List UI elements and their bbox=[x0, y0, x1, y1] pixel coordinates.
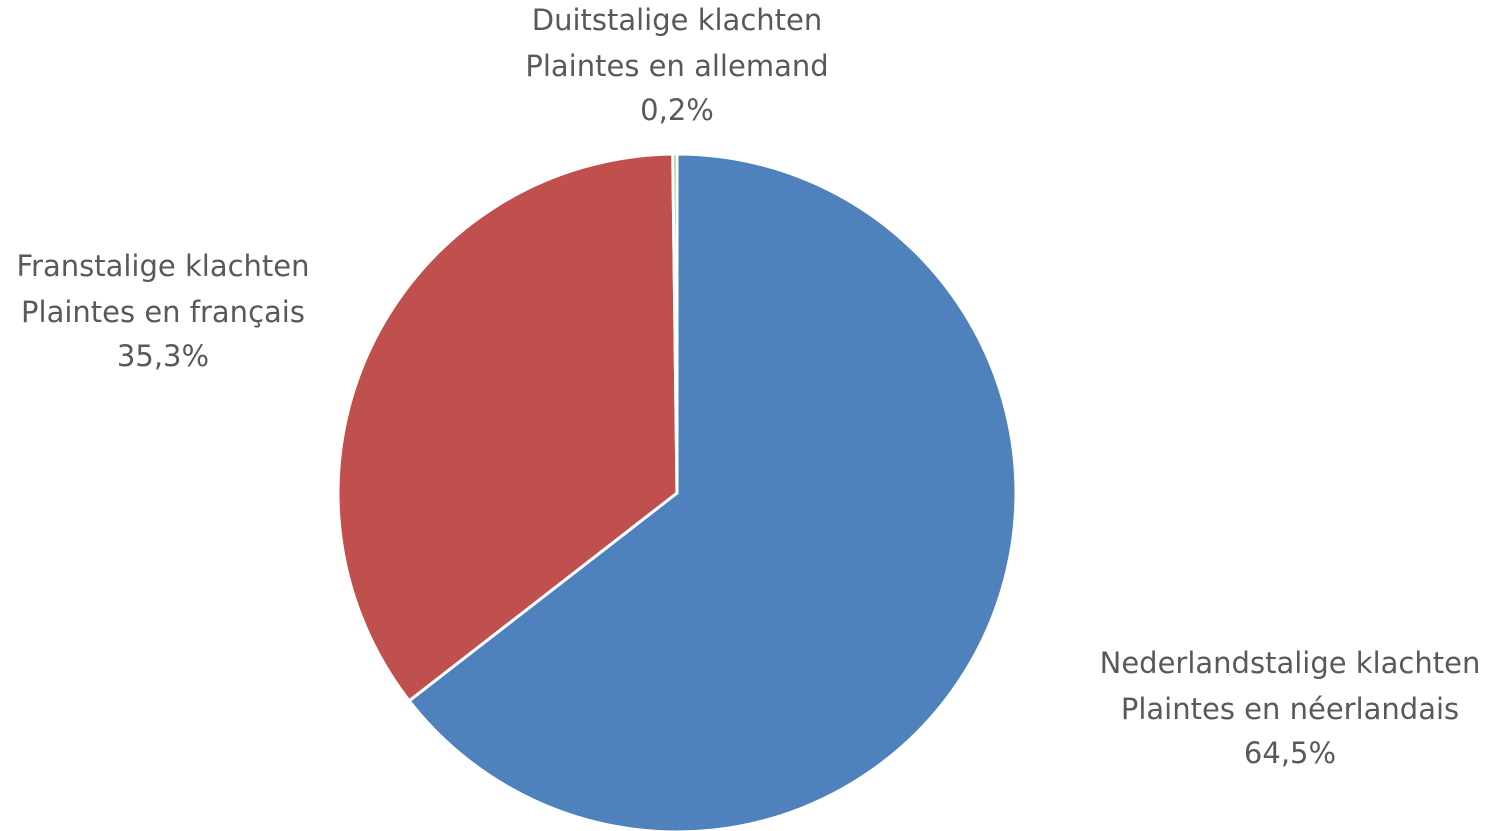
slice-label: Plaintes en néerlandais bbox=[1121, 692, 1459, 726]
slice-label: Nederlandstalige klachten bbox=[1100, 646, 1481, 680]
pie-slice bbox=[407, 152, 1018, 831]
pie-slice bbox=[336, 152, 679, 703]
value-label: 35,3% bbox=[117, 339, 209, 373]
value-label: 64,5% bbox=[1244, 736, 1336, 770]
value-label: 0,2% bbox=[640, 93, 714, 127]
pie-slice bbox=[671, 152, 679, 495]
slice-label: Plaintes en allemand bbox=[525, 49, 828, 83]
slice-label: Plaintes en français bbox=[21, 295, 305, 329]
slice-label: Franstalige klachten bbox=[16, 249, 309, 283]
slice-label: Duitstalige klachten bbox=[532, 3, 823, 37]
